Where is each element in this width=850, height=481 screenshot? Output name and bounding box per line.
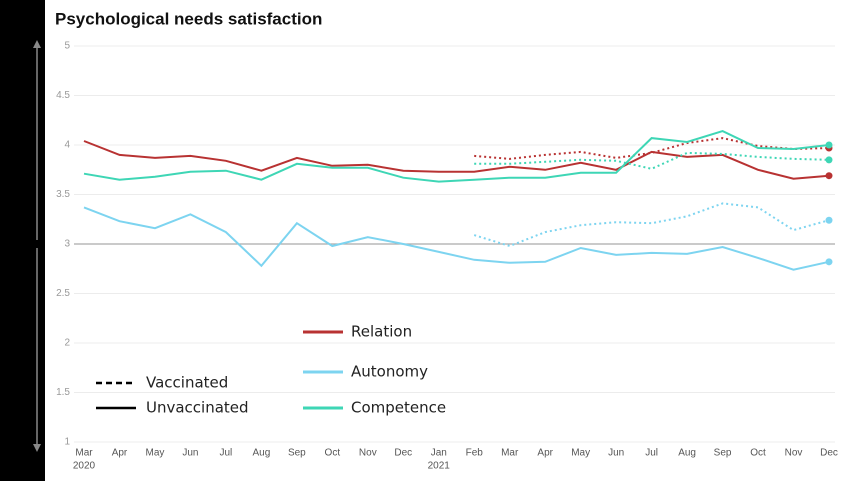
x-tick-label: Jun bbox=[182, 448, 198, 459]
x-tick-label: Dec bbox=[394, 448, 412, 459]
x-tick-label: Jul bbox=[645, 448, 658, 459]
x-year-label: 2020 bbox=[73, 461, 96, 472]
x-tick-label: Nov bbox=[359, 448, 377, 459]
x-tick-label: Jul bbox=[220, 448, 233, 459]
unvaccinated-line bbox=[83, 130, 830, 183]
end-dot bbox=[825, 216, 833, 224]
x-tick-label: Jan bbox=[431, 448, 447, 459]
x-tick-label: Mar bbox=[75, 448, 93, 459]
legend-label: Autonomy bbox=[351, 363, 428, 381]
x-tick-label: Apr bbox=[537, 448, 553, 459]
x-tick-label: Aug bbox=[252, 448, 270, 459]
x-tick-label: Aug bbox=[678, 448, 696, 459]
end-dot bbox=[825, 172, 833, 180]
x-tick-label: Oct bbox=[750, 448, 766, 459]
legend-style-label: Unvaccinated bbox=[146, 399, 249, 417]
legend-style-label: Vaccinated bbox=[146, 374, 228, 392]
end-dot bbox=[825, 258, 833, 266]
x-tick-label: Oct bbox=[325, 448, 341, 459]
x-tick-label: Nov bbox=[785, 448, 803, 459]
y-tick-label: 4 bbox=[64, 140, 70, 151]
chart-title: Psychological needs satisfaction bbox=[55, 9, 322, 28]
y-tick-label: 5 bbox=[64, 41, 70, 52]
y-tick-label: 2 bbox=[64, 338, 70, 349]
unvaccinated-line bbox=[83, 140, 830, 180]
y-tick-label: 4.5 bbox=[56, 90, 70, 101]
x-tick-label: May bbox=[145, 448, 164, 459]
x-year-label: 2021 bbox=[428, 461, 451, 472]
x-tick-label: Feb bbox=[466, 448, 484, 459]
legend-label: Competence bbox=[351, 399, 446, 417]
end-dot bbox=[825, 156, 833, 164]
end-dot bbox=[825, 141, 833, 149]
legend-label: Relation bbox=[351, 323, 412, 341]
y-tick-label: 1.5 bbox=[56, 387, 70, 398]
y-tick-label: 2.5 bbox=[56, 288, 70, 299]
x-tick-label: Jun bbox=[608, 448, 624, 459]
y-tick-label: 3 bbox=[64, 239, 70, 250]
x-tick-label: Sep bbox=[288, 448, 306, 459]
x-tick-label: Mar bbox=[501, 448, 519, 459]
x-tick-label: Dec bbox=[820, 448, 838, 459]
y-tick-label: 1 bbox=[64, 437, 70, 448]
y-tick-label: 3.5 bbox=[56, 189, 70, 200]
side-arrow bbox=[33, 40, 41, 452]
vaccinated-line bbox=[474, 151, 830, 170]
x-tick-label: Sep bbox=[714, 448, 732, 459]
x-tick-label: May bbox=[571, 448, 590, 459]
x-tick-label: Apr bbox=[112, 448, 128, 459]
side-bar bbox=[0, 0, 45, 481]
unvaccinated-line bbox=[83, 206, 830, 271]
vaccinated-line bbox=[473, 202, 830, 248]
